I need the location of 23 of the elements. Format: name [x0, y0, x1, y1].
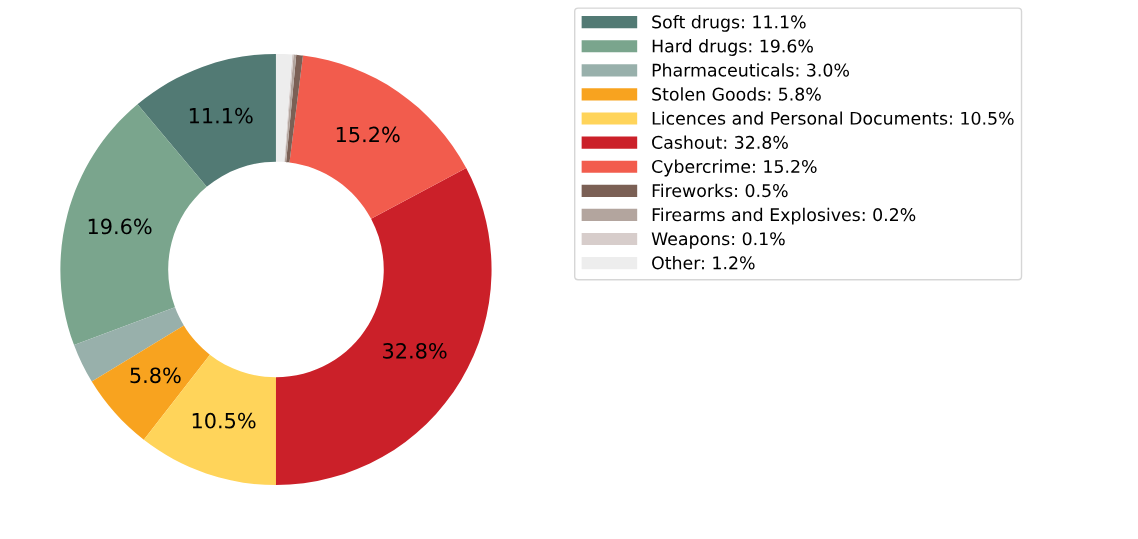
legend-label: Cashout: 32.8%: [652, 135, 788, 149]
donut-slice: [286, 54, 303, 163]
data-label: 11.1%: [189, 107, 253, 124]
legend-label: Other: 1.2%: [652, 255, 755, 270]
data-label: 19.6%: [88, 218, 152, 235]
legend-label: Soft drugs: 11.1%: [652, 15, 806, 32]
legend-label: Stolen Goods: 5.8%: [652, 87, 821, 101]
legend-label: Hard drugs: 19.6%: [652, 39, 813, 56]
legend-label: Cybercrime: 15.2%: [652, 159, 817, 177]
legend-label: Pharmaceuticals: 3.0%: [652, 63, 849, 77]
legend-label: Fireworks: 0.5%: [652, 183, 788, 198]
legend-label: Licences and Personal Documents: 10.5%: [652, 111, 1014, 125]
data-label: 10.5%: [192, 412, 256, 429]
legend-label: Firearms and Explosives: 0.2%: [652, 207, 916, 225]
data-label: 32.8%: [383, 342, 447, 359]
donut-slice: [275, 168, 492, 486]
donut-slice: [289, 55, 467, 219]
donut-slice: [137, 53, 276, 187]
donut-slice: [74, 307, 184, 382]
legend-label: Weapons: 0.1%: [651, 232, 785, 249]
data-label: 5.8%: [130, 367, 181, 384]
data-label: 15.2%: [336, 126, 400, 143]
donut-slice: [275, 53, 293, 163]
